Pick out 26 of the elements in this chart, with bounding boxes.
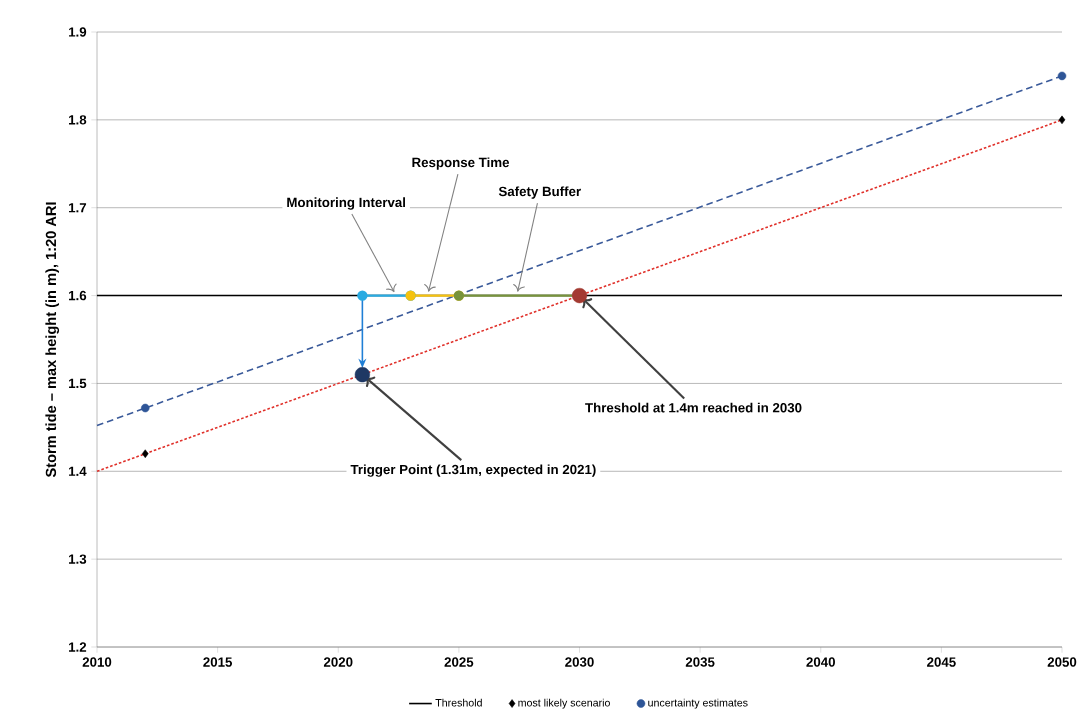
y-tick-label: 1.3	[69, 554, 87, 564]
legend-label: most likely scenario	[518, 698, 610, 709]
y-tick-label: 1.7	[69, 203, 87, 213]
annotation: Threshold at 1.4m reached in 2030	[585, 402, 802, 413]
y-axis-title: Storm tide – max height (in m), 1:20 ARI	[45, 202, 60, 478]
y-tick-label: 1.6	[69, 290, 87, 301]
x-tick-label: 2010	[82, 657, 112, 667]
x-tick-label: 2035	[685, 657, 715, 667]
x-tick-label: 2045	[927, 657, 956, 667]
annotation: Monitoring Interval	[287, 197, 405, 210]
x-tick-label: 2025	[444, 657, 474, 667]
x-tick-label: 2050	[1047, 657, 1077, 667]
y-tick-label: 1.4	[69, 466, 87, 476]
y-tick-label: 1.9	[69, 27, 87, 37]
legend-label: Threshold	[435, 698, 482, 707]
y-tick-label: 1.8	[69, 115, 87, 125]
annotation: Response Time	[412, 157, 510, 170]
y-tick-label: 1.2	[69, 642, 87, 652]
x-tick-label: 2030	[565, 657, 594, 667]
x-tick-label: 2015	[203, 657, 233, 667]
x-tick-label: 2020	[323, 657, 353, 667]
annotation: Trigger Point (1.31m, expected in 2021)	[350, 464, 596, 477]
annotation: Safety Buffer	[498, 186, 581, 199]
legend-label: uncertainty estimates	[648, 698, 748, 709]
x-tick-label: 2040	[806, 657, 835, 667]
y-tick-label: 1.5	[69, 378, 87, 389]
